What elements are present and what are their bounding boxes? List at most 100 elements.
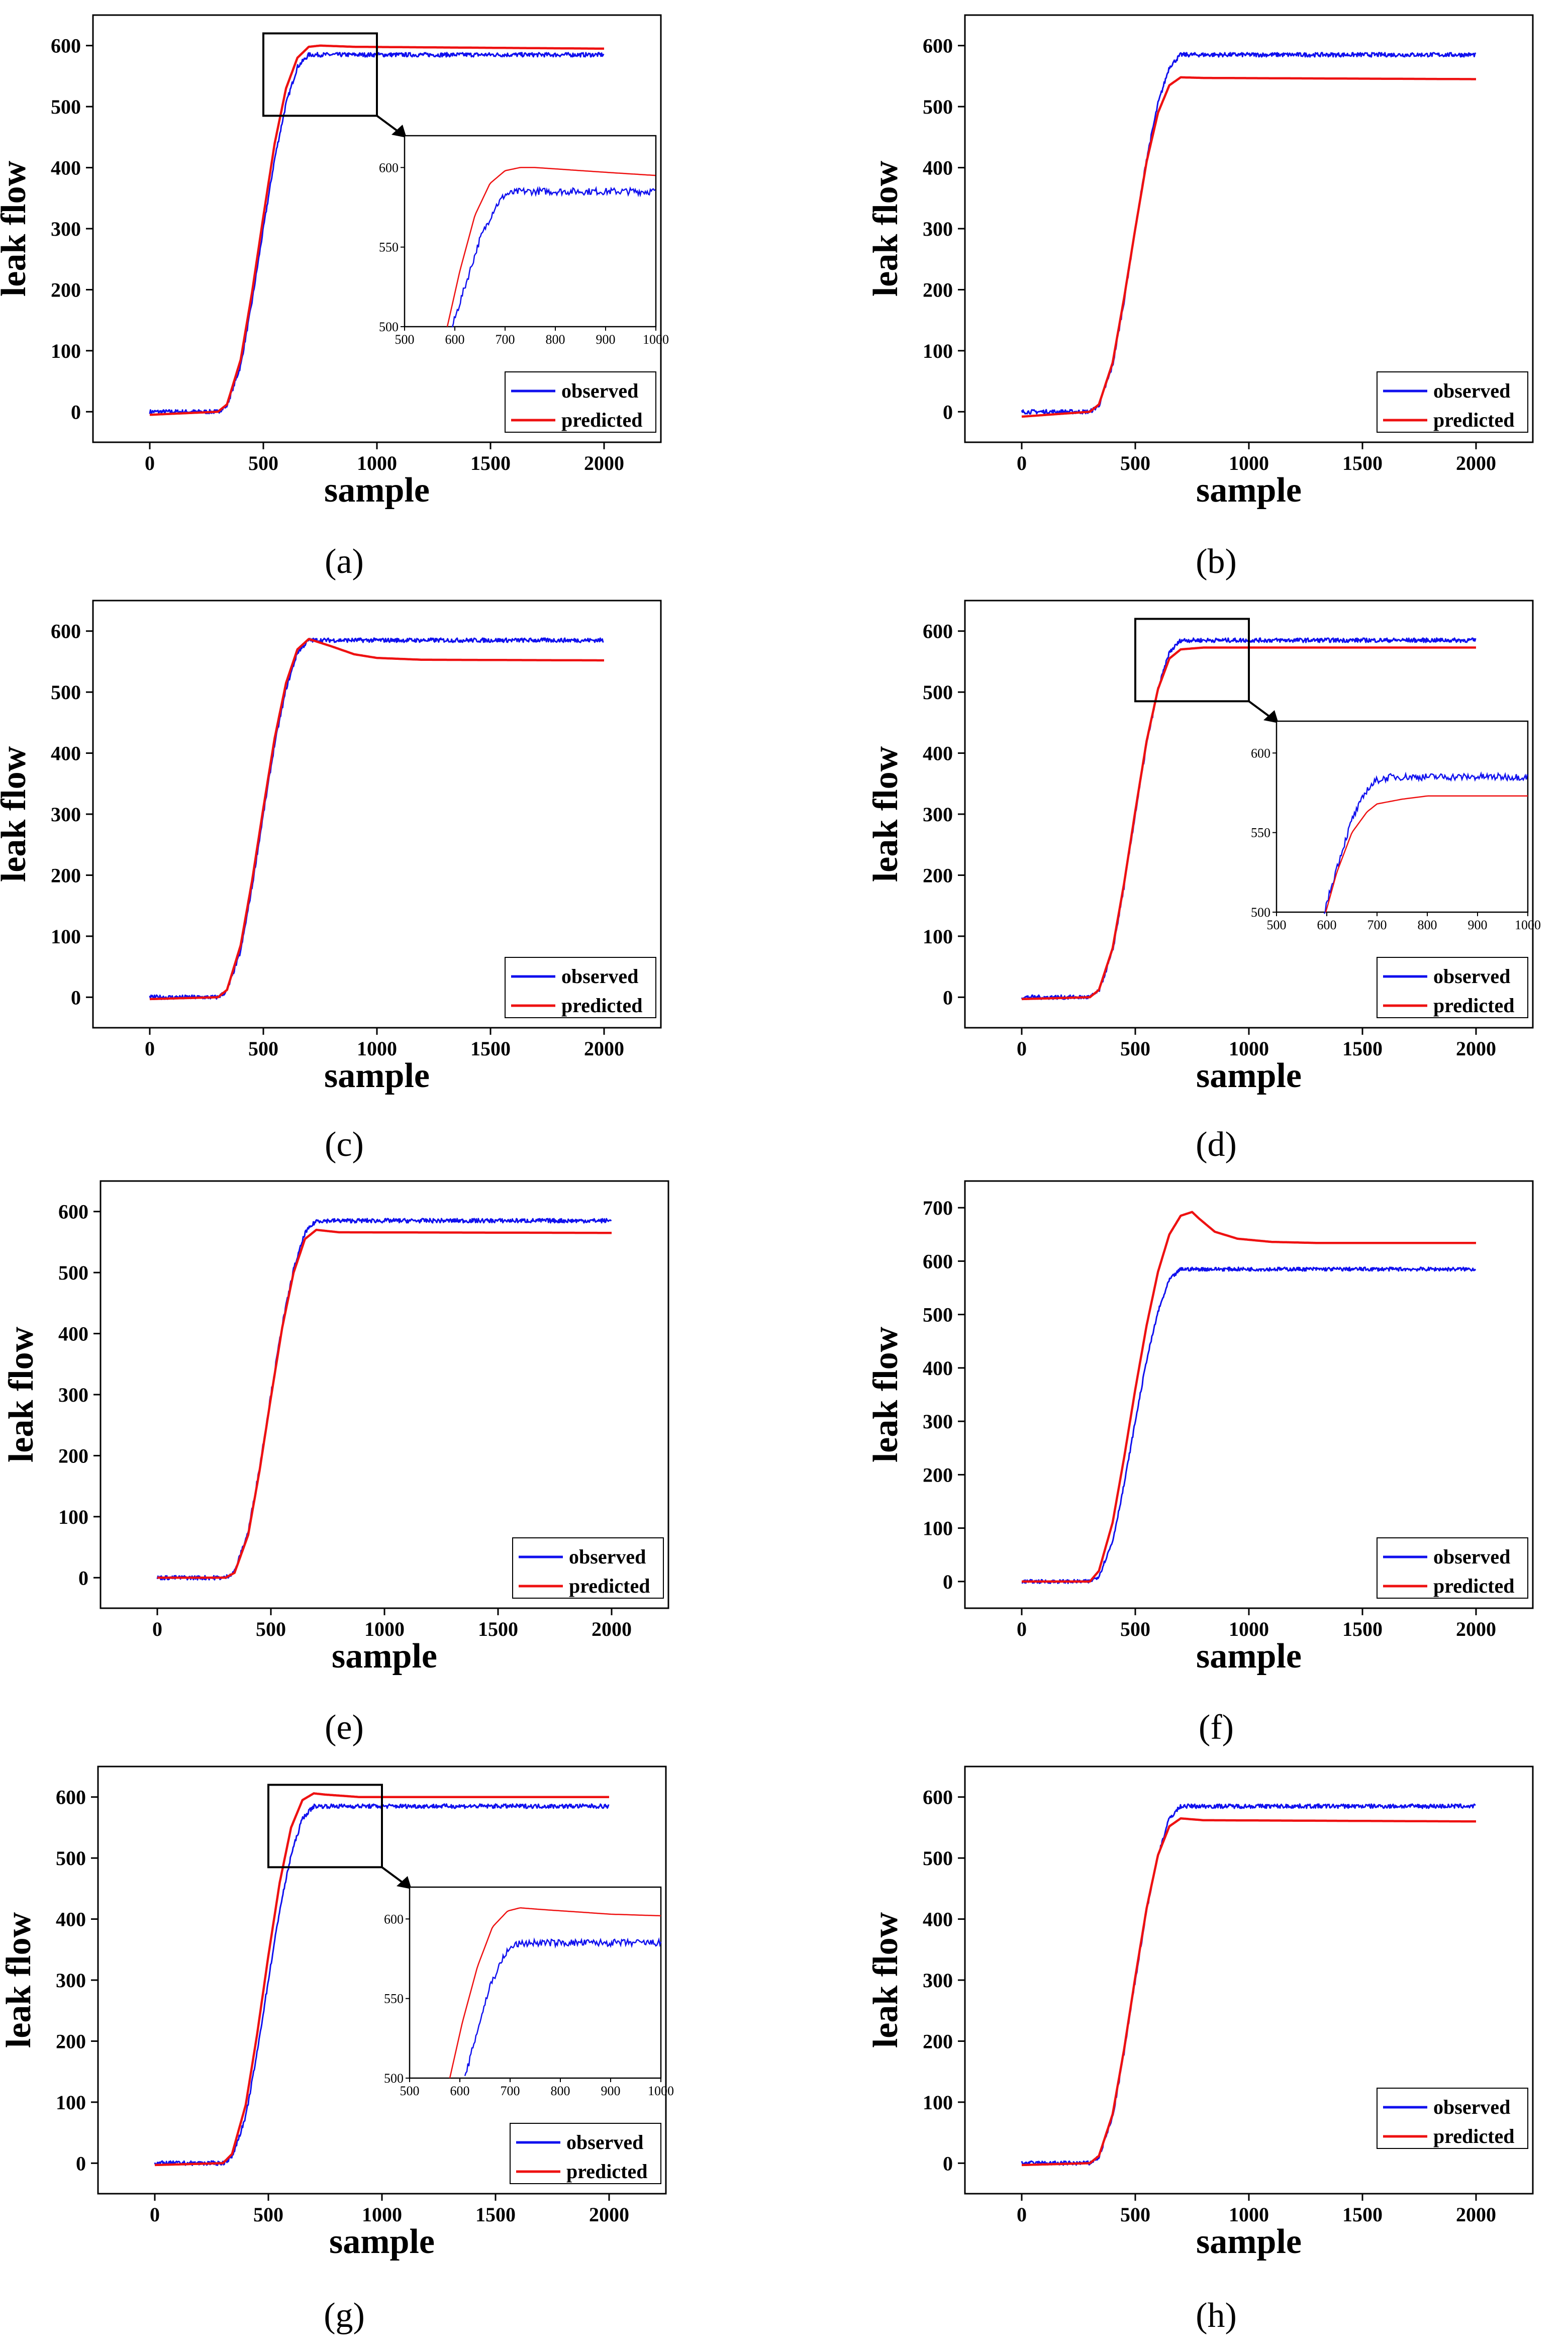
series-predicted-line [1022, 1817, 1476, 2167]
x-tick-label: 1500 [1342, 2203, 1383, 2226]
x-tick-label: 1000 [357, 1037, 397, 1060]
x-tick-label: 0 [145, 452, 155, 474]
y-tick-label: 600 [58, 1201, 88, 1223]
x-tick-label: 1500 [478, 1618, 518, 1640]
y-tick-label: 400 [923, 157, 953, 179]
y-tick-label: 500 [923, 1304, 953, 1326]
inset-x-tick-label: 1000 [1515, 918, 1541, 932]
inset-series-predicted-line [1325, 795, 1528, 913]
x-tick-label: 1000 [1229, 1037, 1269, 1060]
y-tick-label: 200 [56, 2030, 86, 2052]
y-tick-label: 100 [923, 1517, 953, 1540]
inset-x-tick-label: 500 [395, 332, 415, 347]
y-tick-label: 400 [56, 1908, 86, 1931]
y-tick-label: 300 [923, 1969, 953, 1992]
legend-box [1377, 2088, 1528, 2149]
inset-a: 500 600 700 800 900 1000 500 550 600 [379, 135, 669, 347]
y-tick-label: 500 [51, 95, 81, 118]
y-axis-label: leak flow [866, 1326, 905, 1462]
x-axis-label: sample [324, 1056, 430, 1095]
x-tick-label: 1000 [362, 2203, 402, 2226]
inset-x-tick-label: 900 [1468, 918, 1488, 932]
inset-x-tick-label: 900 [596, 332, 616, 347]
legend-label-predicted: predicted [569, 1575, 650, 1597]
inset-y-tick-label: 550 [384, 1992, 404, 2006]
legend: observed predicted [1377, 957, 1528, 1018]
legend-label-observed: observed [561, 965, 638, 988]
panel-d: 0 500 1000 1500 2000 0 100 200 300 400 500 600 sampl… [866, 600, 1541, 1164]
inset-x-tick-label: 700 [1367, 918, 1387, 932]
y-axis-label: leak flow [0, 1912, 38, 2048]
x-tick-label: 500 [253, 2203, 283, 2226]
y-tick-label: 0 [943, 401, 953, 423]
inset-x-tick-label: 700 [496, 332, 515, 347]
y-tick-label: 0 [76, 2152, 86, 2175]
y-axis-label: leak flow [866, 746, 905, 882]
y-tick-label: 200 [58, 1444, 88, 1467]
inset-x-tick-label: 900 [601, 2084, 621, 2098]
legend-label-predicted: predicted [566, 2160, 647, 2183]
x-tick-label: 1500 [470, 452, 511, 474]
inset-x-tick-label: 1000 [648, 2084, 674, 2098]
inset-y-tick-label: 500 [379, 320, 399, 334]
legend-label-observed: observed [1433, 1545, 1510, 1568]
x-tick-label: 1500 [1342, 1037, 1383, 1060]
panel-caption: (b) [1196, 542, 1237, 581]
x-tick-label: 500 [1120, 1618, 1150, 1640]
inset-series-observed-line [451, 186, 656, 328]
x-tick-label: 0 [1017, 2203, 1027, 2226]
x-tick-label: 2000 [589, 2203, 629, 2226]
y-tick-label: 100 [51, 925, 81, 948]
panel-caption: (f) [1199, 1708, 1234, 1747]
inset-frame [1276, 720, 1529, 913]
series-observed-line [149, 637, 604, 1000]
y-axis-label: leak flow [866, 1912, 905, 2048]
y-tick-label: 500 [923, 681, 953, 704]
x-tick-label: 500 [248, 1037, 278, 1060]
inset-d: 500 600 700 800 900 1000 500 550 600 [1251, 720, 1541, 932]
x-tick-label: 1000 [1229, 452, 1269, 474]
y-tick-label: 600 [923, 620, 953, 643]
y-tick-label: 600 [51, 35, 81, 57]
y-axis-label: leak flow [0, 160, 33, 297]
legend: observed predicted [512, 1537, 664, 1599]
y-tick-label: 200 [923, 278, 953, 301]
inset-x-tick-label: 800 [546, 332, 565, 347]
x-axis-label: sample [1196, 2222, 1302, 2261]
zoom-arrow-head [1263, 710, 1279, 723]
zoom-box [267, 1784, 383, 1869]
x-axis-label: sample [1196, 471, 1302, 510]
legend: observed predicted [505, 957, 656, 1018]
panel-caption: (h) [1196, 2296, 1237, 2335]
x-tick-label: 2000 [584, 452, 624, 474]
x-axis-label: sample [1196, 1056, 1302, 1095]
x-tick-label: 0 [152, 1618, 162, 1640]
legend-label-predicted: predicted [1433, 2125, 1514, 2147]
y-tick-label: 0 [71, 401, 81, 423]
panel-a: 0 500 1000 1500 2000 0 100 200 300 400 500 600 sampl… [0, 14, 669, 581]
legend: observed predicted [1377, 1537, 1528, 1599]
x-tick-label: 2000 [1456, 1618, 1496, 1640]
inset-x-tick-label: 500 [1267, 918, 1287, 932]
y-tick-label: 0 [943, 2152, 953, 2175]
y-tick-label: 100 [923, 340, 953, 362]
x-tick-label: 1000 [1229, 2203, 1269, 2226]
inset-series-observed-line [464, 1937, 662, 2077]
panel-caption: (e) [325, 1708, 364, 1747]
y-tick-label: 400 [923, 1357, 953, 1380]
y-tick-label: 300 [56, 1969, 86, 1992]
legend-box [1377, 1537, 1528, 1599]
x-tick-label: 500 [1120, 1037, 1150, 1060]
y-tick-label: 500 [58, 1261, 88, 1284]
x-tick-label: 1500 [475, 2203, 516, 2226]
y-axis-label: leak flow [866, 160, 905, 297]
x-tick-label: 500 [248, 452, 278, 474]
y-tick-label: 500 [923, 95, 953, 118]
series-predicted-line [1022, 1211, 1476, 1583]
series-predicted-line [1021, 76, 1476, 418]
series-observed-line [1021, 52, 1477, 415]
legend-label-observed: observed [1433, 965, 1510, 988]
x-tick-label: 0 [1017, 452, 1027, 474]
legend: observed predicted [510, 2123, 661, 2184]
legend-label-observed: observed [1433, 2096, 1510, 2118]
